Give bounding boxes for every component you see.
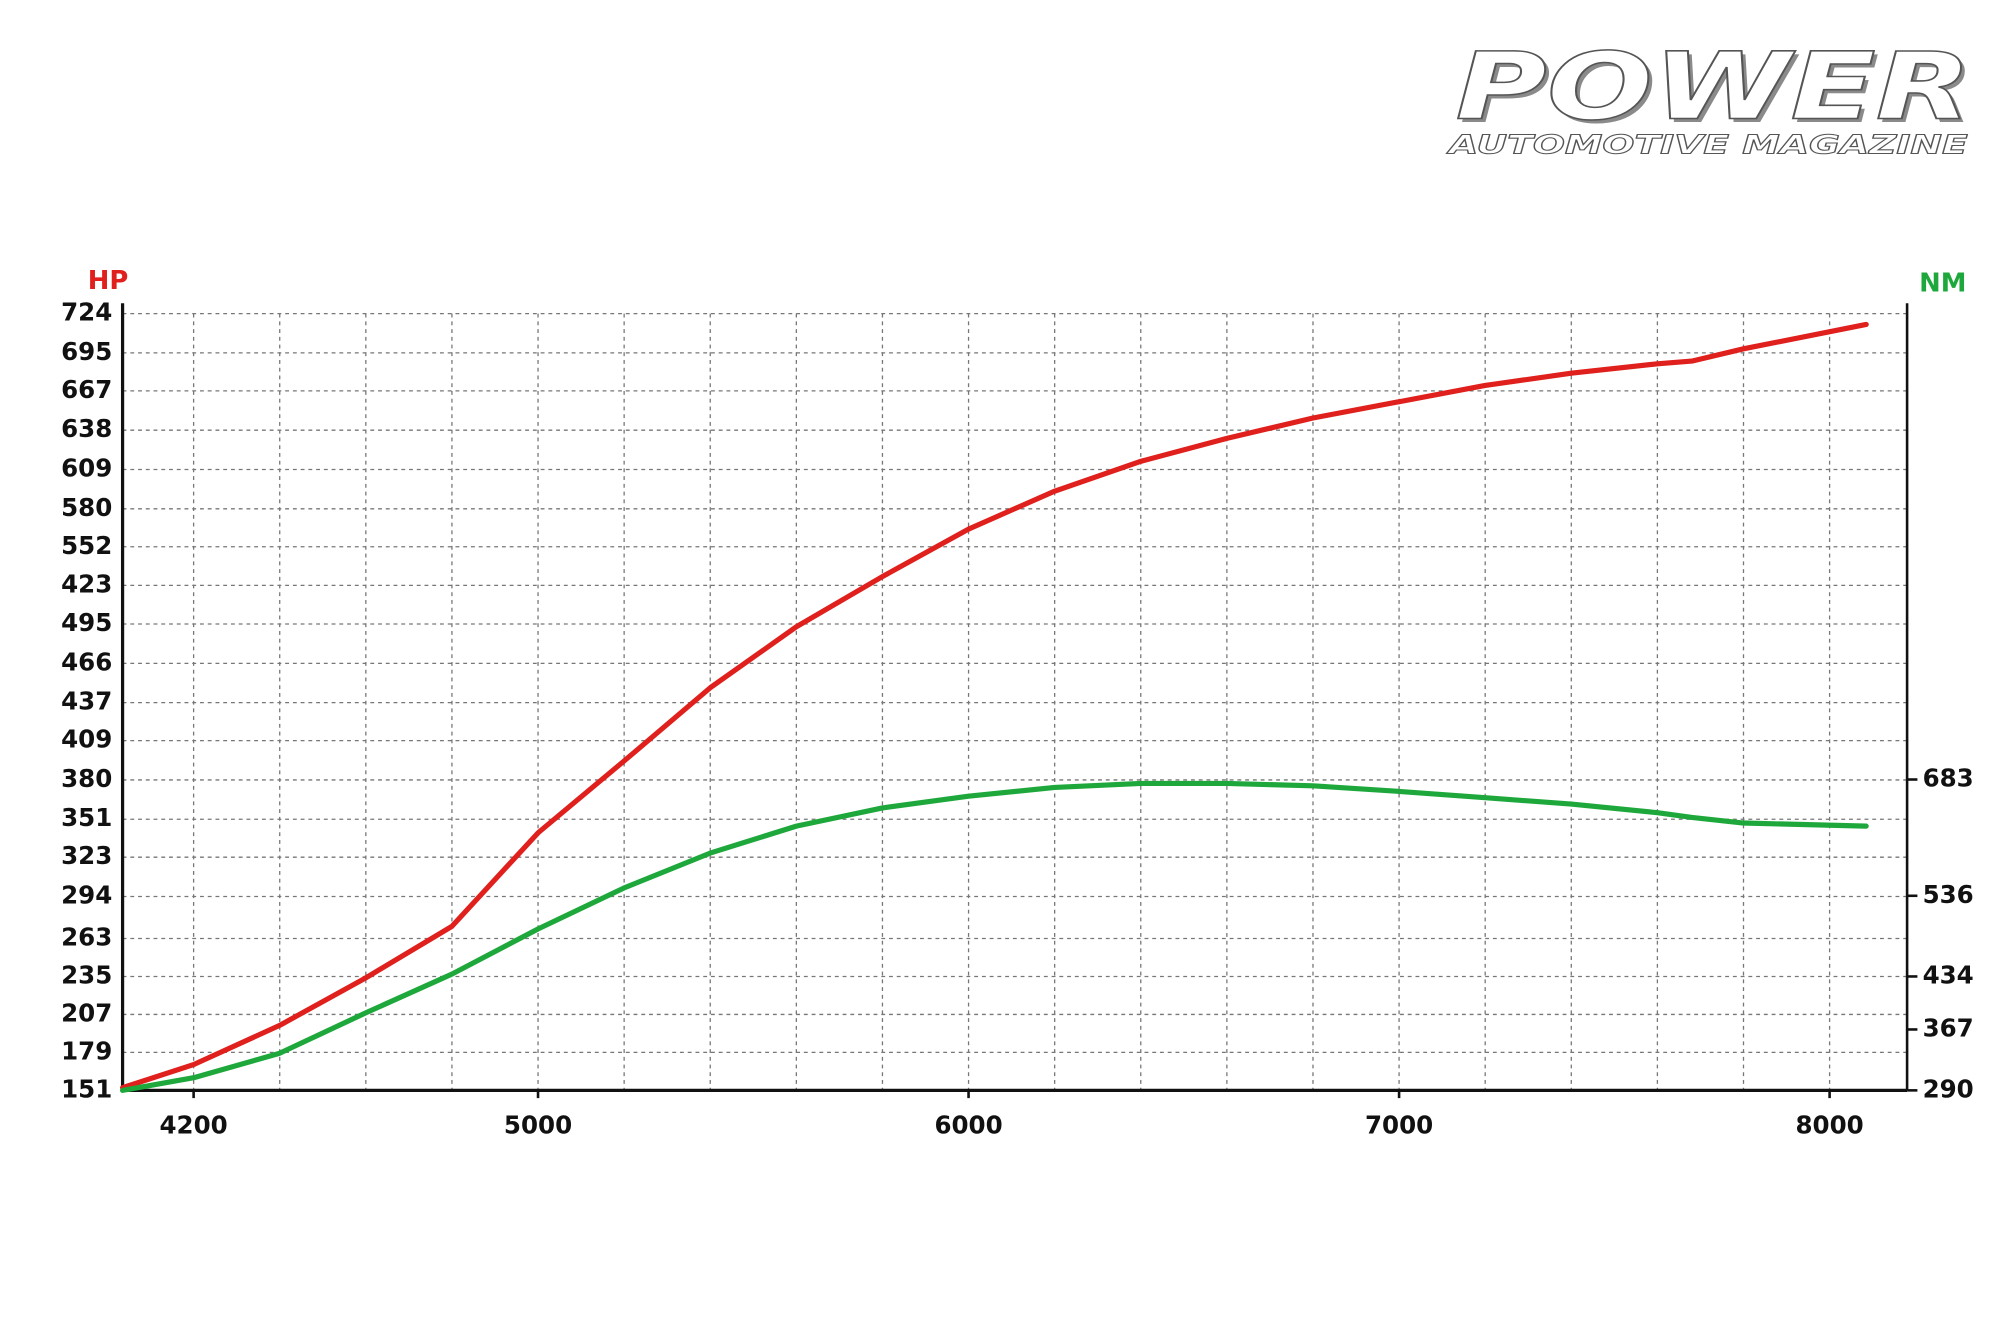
y-tick-label: 380 [61,764,112,793]
x-tick-label: 5000 [504,1111,572,1140]
y2-tick-label: 434 [1923,960,1974,989]
y-axis-label: HP [88,266,129,296]
x-tick-label: 6000 [934,1111,1002,1140]
x-tick-label: 7000 [1365,1111,1433,1140]
y-tick-label: 151 [61,1074,112,1103]
y-tick-label: 351 [61,803,112,832]
y-tick-label: 294 [61,881,112,910]
y-tick-label: 495 [61,608,112,637]
logo-subtitle: AUTOMOTIVE MAGAZINE [1446,130,1968,160]
y2-tick-label: 683 [1923,764,1974,793]
y-tick-label: 323 [61,841,112,870]
y-tick-label: 179 [61,1036,112,1065]
series-line [120,321,1869,1091]
y-tick-label: 263 [61,923,112,952]
y-tick-label: 695 [61,337,112,366]
y2-tick-label: 290 [1923,1074,1974,1103]
x-tick-label: 4200 [160,1111,228,1140]
y-tick-label: 638 [61,414,112,443]
y-tick-label: 235 [61,960,112,989]
y-tick-label: 667 [61,375,112,404]
y2-tick-label: 367 [1923,1013,1974,1042]
y2-tick-label: 536 [1923,880,1974,909]
y2-axis-label: NM [1919,268,1966,298]
y-tick-label: 466 [61,647,112,676]
y-tick-label: 609 [61,453,112,482]
logo-shadow: POWER [1459,36,1975,144]
y-tick-label: 552 [61,531,112,560]
y-tick-label: 207 [61,998,112,1027]
y-tick-label: 580 [61,493,112,522]
logo: POWER POWER AUTOMOTIVE MAGAZINE [1446,32,1976,161]
y-tick-label: 423 [61,569,112,598]
series-line [120,780,1869,1093]
y-tick-label: 437 [61,687,112,716]
y-tick-label: 724 [61,298,112,327]
y-tick-label: 409 [61,725,112,754]
x-tick-label: 8000 [1796,1111,1864,1140]
logo-title: POWER [1455,32,1971,140]
